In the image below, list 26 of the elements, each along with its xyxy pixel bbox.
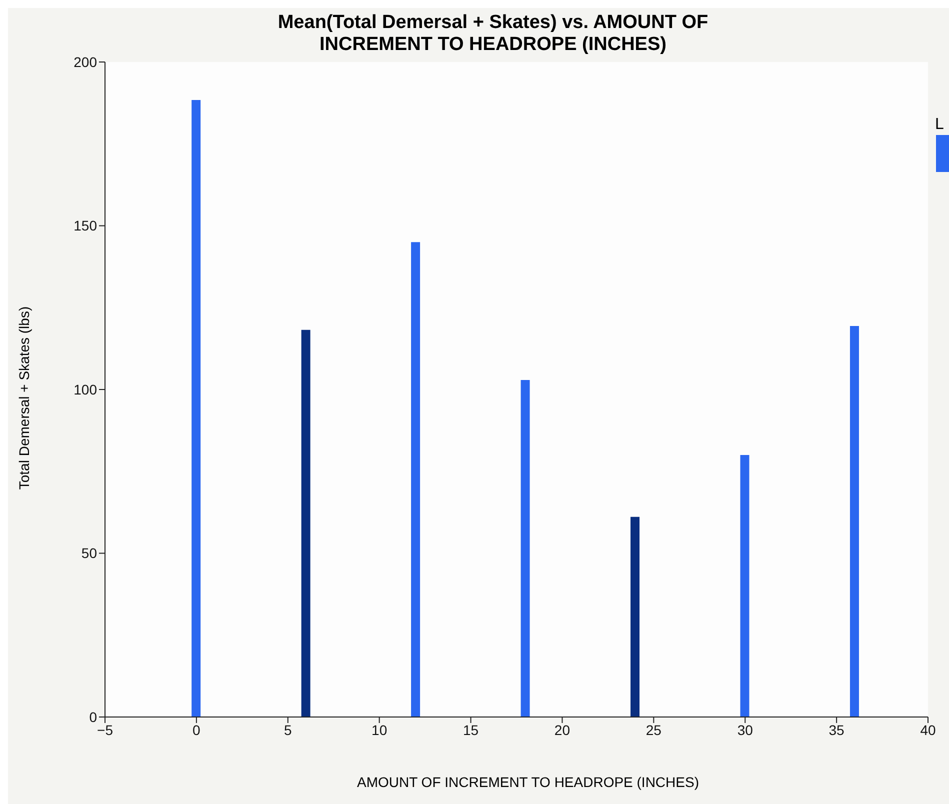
x-tick-label: 35 xyxy=(828,722,845,738)
legend-title: L xyxy=(935,116,944,134)
bar xyxy=(520,380,530,717)
bar xyxy=(301,330,310,717)
x-tick-label: 30 xyxy=(737,722,754,738)
bar xyxy=(411,242,420,717)
x-tick-label: 40 xyxy=(920,722,936,738)
y-axis-title: Total Demersal + Skates (lbs) xyxy=(16,306,32,490)
y-tick-label: 150 xyxy=(74,218,98,234)
x-tick-label: 20 xyxy=(554,722,570,738)
y-tick-label: 50 xyxy=(81,545,98,562)
bar xyxy=(850,326,859,717)
x-tick-label: 25 xyxy=(646,722,662,738)
x-tick-label: 15 xyxy=(462,722,479,738)
bar xyxy=(192,100,201,717)
x-tick-label: −5 xyxy=(97,722,114,738)
bar xyxy=(740,455,750,717)
y-tick-label: 100 xyxy=(74,381,98,398)
x-axis-title: AMOUNT OF INCREMENT TO HEADROPE (INCHES) xyxy=(356,774,700,790)
x-tick-label: 10 xyxy=(372,722,388,738)
y-tick-label: 0 xyxy=(89,708,98,725)
x-tick-label: 0 xyxy=(192,722,201,738)
bar xyxy=(630,516,640,717)
chart-title: Mean(Total Demersal + Skates) vs. AMOUNT OF INCREMENT TO HEADROPE (INCHES) xyxy=(276,12,710,56)
y-tick-label: 200 xyxy=(74,54,98,70)
x-tick-label: 5 xyxy=(284,722,292,738)
